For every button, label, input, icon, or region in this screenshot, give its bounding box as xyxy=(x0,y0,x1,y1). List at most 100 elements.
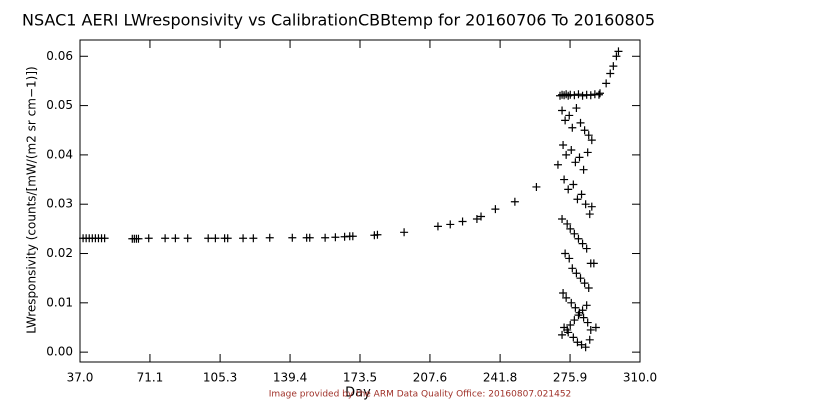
data-point xyxy=(265,233,274,242)
data-point xyxy=(586,91,595,100)
data-point xyxy=(561,249,570,258)
data-point xyxy=(446,220,455,229)
data-point xyxy=(477,212,486,221)
data-point xyxy=(576,118,585,127)
data-point xyxy=(204,234,213,243)
data-point xyxy=(586,325,595,334)
data-point xyxy=(583,318,592,327)
data-point xyxy=(570,316,579,325)
data-point xyxy=(560,175,569,184)
data-point xyxy=(571,158,580,167)
data-point xyxy=(602,79,611,88)
data-point xyxy=(134,234,143,243)
data-point xyxy=(558,330,567,339)
data-point xyxy=(579,165,588,174)
data-point xyxy=(580,279,589,288)
data-point xyxy=(211,234,220,243)
data-point xyxy=(321,233,330,242)
data-point xyxy=(561,116,570,125)
data-point xyxy=(572,269,581,278)
x-tick-label: 139.4 xyxy=(273,371,307,385)
data-point xyxy=(100,234,109,243)
data-point xyxy=(578,239,587,248)
x-tick-label: 207.6 xyxy=(413,371,447,385)
data-point xyxy=(582,301,591,310)
data-point xyxy=(594,90,603,99)
data-point xyxy=(562,150,571,159)
data-point xyxy=(574,90,583,99)
data-point xyxy=(576,274,585,283)
data-point xyxy=(569,180,578,189)
data-point xyxy=(574,311,583,320)
data-point xyxy=(458,217,467,226)
data-point xyxy=(400,228,409,237)
data-point xyxy=(587,136,596,145)
data-point xyxy=(568,264,577,273)
data-point xyxy=(532,182,541,191)
data-point xyxy=(596,89,604,98)
data-point xyxy=(614,47,623,56)
data-point xyxy=(331,233,340,242)
data-point xyxy=(589,259,598,268)
data-point xyxy=(570,91,579,100)
data-point xyxy=(433,222,442,231)
x-tick-label: 173.5 xyxy=(343,371,377,385)
data-point xyxy=(573,338,582,347)
data-point xyxy=(566,224,575,233)
data-point xyxy=(144,234,153,243)
data-point xyxy=(373,230,382,239)
data-point xyxy=(570,229,579,238)
data-point xyxy=(567,145,576,154)
chart-title: NSAC1 AERI LWresponsivity vs Calibration… xyxy=(22,11,655,30)
x-tick-label: 37.0 xyxy=(67,371,94,385)
data-point xyxy=(565,111,574,120)
data-point xyxy=(183,234,192,243)
data-point xyxy=(578,91,587,100)
data-point xyxy=(571,303,580,312)
data-point xyxy=(288,233,297,242)
data-point xyxy=(609,62,618,71)
x-tick-label: 71.1 xyxy=(137,371,164,385)
y-tick-label: 0.04 xyxy=(46,147,73,161)
data-point xyxy=(558,214,567,223)
data-point xyxy=(584,131,593,140)
y-tick-label: 0.02 xyxy=(46,246,73,260)
data-point xyxy=(577,190,586,199)
data-point xyxy=(564,185,573,194)
data-point xyxy=(578,306,587,315)
data-point xyxy=(510,197,519,206)
data-point xyxy=(577,340,586,349)
y-tick-label: 0.00 xyxy=(46,345,73,359)
data-point xyxy=(612,52,621,61)
data-point xyxy=(569,333,578,342)
data-point xyxy=(567,298,576,307)
data-point xyxy=(573,195,582,204)
data-point xyxy=(348,232,357,241)
data-point xyxy=(562,293,571,302)
data-point xyxy=(249,234,258,243)
data-point xyxy=(491,205,500,214)
data-point xyxy=(575,153,584,162)
data-point xyxy=(559,288,568,297)
data-point xyxy=(472,214,481,223)
data-point xyxy=(574,234,583,243)
data-point xyxy=(171,234,180,243)
data-point xyxy=(558,106,567,115)
y-tick-label: 0.03 xyxy=(46,197,73,211)
data-point xyxy=(305,233,314,242)
y-tick-label: 0.06 xyxy=(46,49,73,63)
data-point xyxy=(559,141,568,150)
data-point xyxy=(566,321,575,330)
data-point xyxy=(580,126,589,135)
data-point xyxy=(563,219,572,228)
data-point xyxy=(581,343,590,352)
data-point xyxy=(239,234,248,243)
data-point xyxy=(161,234,170,243)
x-tick-label: 275.9 xyxy=(553,371,587,385)
data-point xyxy=(568,123,577,132)
data-point xyxy=(563,325,572,334)
data-point xyxy=(584,284,593,293)
data-point xyxy=(581,200,590,209)
data-point xyxy=(591,323,600,332)
